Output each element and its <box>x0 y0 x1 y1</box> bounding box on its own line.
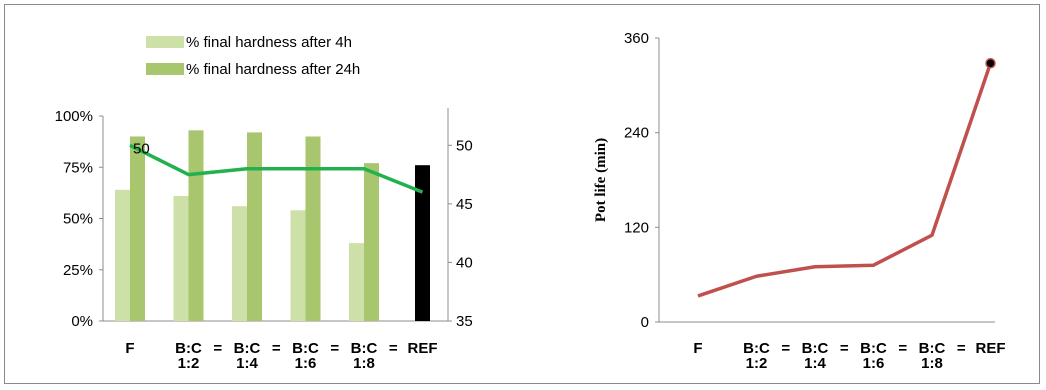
category-label: B:C <box>351 340 378 357</box>
y-tick-label: 360 <box>624 30 649 47</box>
left-tick-label: 75% <box>63 159 93 176</box>
bar-4h-4 <box>349 243 364 321</box>
category-label: 1:6 <box>863 355 885 372</box>
category-separator: = <box>957 340 966 357</box>
category-label: B:C <box>802 340 829 357</box>
bar-24h-1 <box>188 130 204 321</box>
data-label: 50 <box>133 140 150 157</box>
bar-4h-1 <box>173 195 189 321</box>
legend-swatch <box>146 63 184 75</box>
bar-24h-0 <box>130 136 145 321</box>
right-tick-label: 45 <box>456 196 473 213</box>
left-tick-label: 50% <box>63 211 93 228</box>
bar-24h-4 <box>364 163 379 321</box>
y-tick-label: 120 <box>624 219 649 236</box>
pot-life-line <box>697 62 993 298</box>
bar-4h-3 <box>290 210 306 321</box>
category-separator: = <box>840 340 849 357</box>
right-tick-label: 40 <box>456 254 473 271</box>
bar-4h-0 <box>115 189 130 321</box>
category-label: REF <box>976 340 1006 357</box>
category-label: B:C <box>919 340 946 357</box>
left-tick-label: 0% <box>71 313 93 330</box>
category-label: B:C <box>175 340 202 357</box>
y-tick-label: 240 <box>624 125 649 142</box>
category-label: REF <box>408 340 438 357</box>
category-separator: = <box>898 340 907 357</box>
category-separator: = <box>330 340 339 357</box>
category-label: 1:2 <box>746 355 768 372</box>
category-label: 1:8 <box>353 355 375 372</box>
right-tick-label: 50 <box>456 137 473 154</box>
category-separator: = <box>213 340 222 357</box>
category-label: F <box>125 340 134 357</box>
bar-24h-2 <box>247 132 262 321</box>
category-label: 1:4 <box>804 355 826 372</box>
y-axis-label: Pot life (min) <box>593 138 609 222</box>
category-label: B:C <box>292 340 319 357</box>
bar-4h-2 <box>232 206 247 321</box>
left-tick-label: 25% <box>63 262 93 279</box>
hardness-line <box>129 143 424 194</box>
category-label: 1:4 <box>236 355 258 372</box>
category-label: 1:8 <box>921 355 943 372</box>
category-label: 1:2 <box>178 355 200 372</box>
right-tick-label: 35 <box>456 313 473 330</box>
category-label: B:C <box>860 340 887 357</box>
category-label: B:C <box>234 340 261 357</box>
category-label: F <box>693 340 702 357</box>
figure-frame: 0% 25% 50% 75% 100% 35 40 45 50 50 F B:C 1:2 B:C 1:4 B:… <box>4 4 1040 384</box>
legend-swatch <box>146 36 184 48</box>
bar-24h-3 <box>305 136 321 321</box>
category-separator: = <box>781 340 790 357</box>
legend-entry: % final hardness after 4h <box>186 34 352 51</box>
y-tick-label: 0 <box>641 314 649 331</box>
category-separator: = <box>272 340 281 357</box>
category-label: B:C <box>743 340 770 357</box>
data-point-marker <box>985 57 996 69</box>
bar-ref-5 <box>415 165 430 321</box>
legend-entry: % final hardness after 24h <box>186 61 360 78</box>
left-tick-label: 100% <box>55 108 93 125</box>
category-label: 1:6 <box>295 355 317 372</box>
category-separator: = <box>389 340 398 357</box>
